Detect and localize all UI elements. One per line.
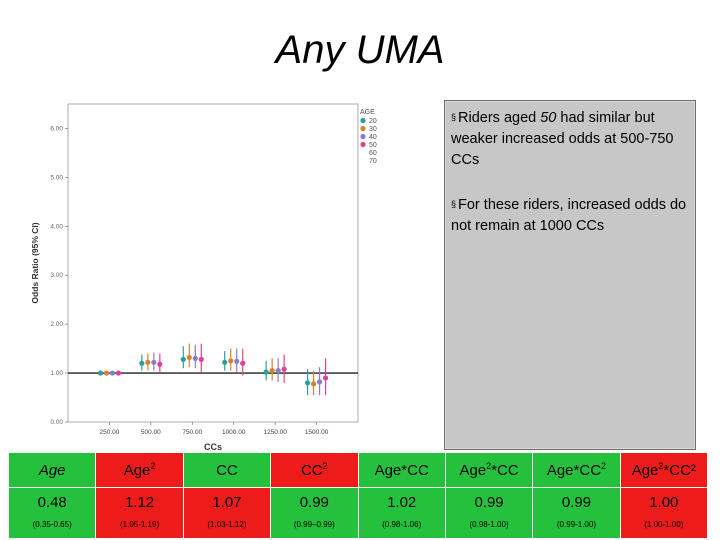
- x-tick-label: 1500.00: [305, 429, 329, 436]
- y-tick-label: 3.00: [50, 272, 63, 279]
- point-20: [263, 369, 269, 375]
- point-50: [240, 360, 246, 366]
- age-emphasis: 50: [540, 110, 557, 126]
- y-tick-label: 5.00: [50, 174, 63, 181]
- odds-ratio-chart: 0.00 1.00 2.00 3.00 4.00 5.00 6.00 250.00 500.00…: [28, 100, 448, 450]
- coef-value-1: 1.12 (1.05-1.19): [95, 487, 184, 539]
- y-tick-label: 1.00: [50, 370, 63, 377]
- point-20: [139, 360, 145, 366]
- coef-header-2: CC: [182, 452, 272, 488]
- point-50: [198, 356, 204, 362]
- coefficient-value-row: 0.48 (0.35-0.65) 1.12 (1.05-1.19) 1.07 (1.03-…: [7, 487, 709, 539]
- legend-marker-30: [360, 125, 366, 132]
- legend-label-30: 30: [369, 126, 377, 133]
- point-30: [228, 358, 234, 364]
- coef-value-0: 0.48 (0.35-0.65): [7, 487, 97, 539]
- coef-value-6: 0.99 (0.99-1.00): [532, 487, 621, 539]
- coefficient-header-row: Age Age2 CC CC2 Age*CC Age2*CC Age*CC2 Age2*CC²: [7, 452, 709, 488]
- point-30: [145, 359, 151, 365]
- point-40: [192, 355, 198, 361]
- coefficient-table: Age Age2 CC CC2 Age*CC Age2*CC Age*CC2 Age2*CC²…: [7, 452, 709, 539]
- coef-value-2: 1.07 (1.03-1.12): [182, 487, 272, 539]
- bullet-icon: §: [451, 112, 457, 122]
- point-30: [269, 368, 275, 374]
- point-50: [115, 370, 122, 376]
- legend-marker-40: [360, 133, 366, 140]
- x-tick-label: 1250.00: [263, 429, 287, 436]
- y-axis-label: Odds Ratio (95% CI): [30, 222, 40, 303]
- point-40: [109, 370, 116, 376]
- x-axis-label: CCs: [204, 442, 222, 450]
- y-tick-label: 2.00: [50, 321, 63, 328]
- point-40: [151, 359, 157, 365]
- coef-header-5: Age2*CC: [444, 452, 534, 488]
- legend-label-60: 60: [369, 150, 377, 157]
- legend-marker-50: [360, 141, 366, 148]
- x-tick-label: 750.00: [182, 429, 202, 436]
- legend-label-40: 40: [369, 134, 377, 141]
- callout-point-2: § For these riders, increased odds do not…: [451, 197, 687, 234]
- y-tick-label: 6.00: [50, 125, 63, 132]
- callout-point-1: § Riders aged 50 had similar but weaker i…: [451, 110, 674, 168]
- point-30: [103, 370, 110, 376]
- point-30: [186, 354, 192, 361]
- coef-header-1: Age2: [95, 452, 184, 488]
- legend-title: AGE: [360, 109, 375, 116]
- point-40: [316, 379, 323, 385]
- point-20: [97, 370, 104, 376]
- coef-header-4: Age*CC: [357, 452, 446, 488]
- plot-frame: [67, 103, 359, 423]
- x-tick-label: 500.00: [141, 429, 161, 436]
- legend-label-20: 20: [369, 118, 377, 125]
- coef-value-7: 1.00 (1.00-1.00): [619, 487, 709, 539]
- y-tick-label: 4.00: [50, 223, 63, 230]
- coef-header-6: Age*CC2: [532, 452, 621, 488]
- callout-box: § Riders aged 50 had similar but weaker i…: [444, 100, 696, 450]
- coef-value-3: 0.99 (0.99–0.99): [270, 487, 359, 539]
- x-tick-label: 1000.00: [222, 429, 246, 436]
- coef-header-7: Age2*CC²: [619, 452, 709, 488]
- y-tick-label: 0.00: [50, 419, 63, 426]
- legend-marker-20: [360, 117, 366, 124]
- point-20: [222, 359, 228, 365]
- slide-title: Any UMA: [275, 28, 445, 72]
- chart-svg: 0.00 1.00 2.00 3.00 4.00 5.00 6.00 250.00 500.00…: [30, 103, 377, 450]
- x-tick-label: 250.00: [99, 429, 119, 436]
- point-50: [322, 375, 329, 381]
- point-30: [310, 381, 317, 387]
- point-40: [234, 358, 240, 364]
- point-50: [157, 361, 163, 367]
- point-20: [180, 356, 186, 362]
- coef-header-0: Age: [7, 452, 97, 488]
- legend-label-50: 50: [369, 142, 377, 149]
- coef-value-5: 0.99 (0.98-1.00): [444, 487, 534, 539]
- coef-value-4: 1.02 (0.98-1.06): [357, 487, 446, 539]
- coef-header-3: CC2: [270, 452, 359, 488]
- point-20: [304, 380, 311, 386]
- bullet-icon: §: [451, 199, 457, 209]
- legend-label-70: 70: [369, 158, 377, 165]
- point-50: [281, 366, 287, 372]
- point-40: [275, 368, 281, 374]
